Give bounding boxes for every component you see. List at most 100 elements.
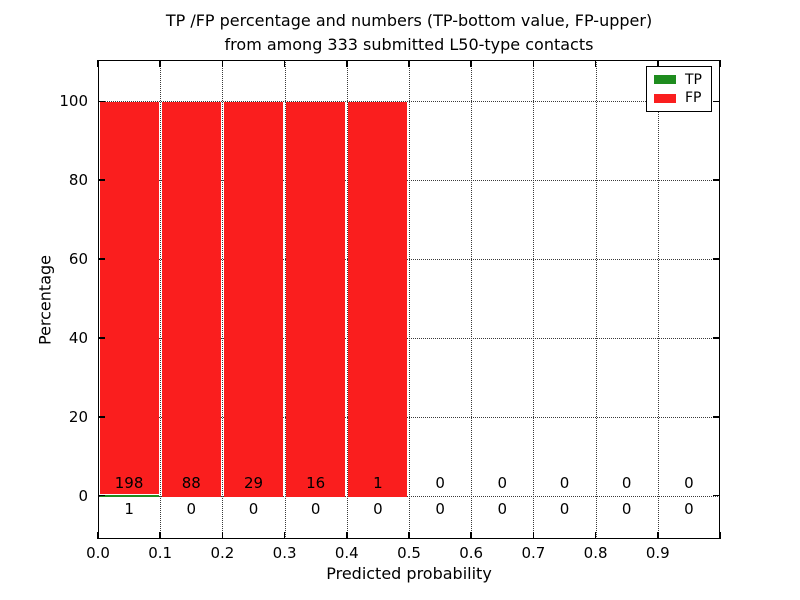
gridline-vertical	[471, 60, 473, 539]
fp-count-label: 198	[114, 474, 144, 492]
tp-swatch-icon	[654, 75, 676, 85]
x-tick-label: 0.5	[397, 544, 421, 562]
gridline-vertical	[284, 60, 286, 539]
y-axis-right-tick	[713, 258, 720, 260]
y-tick-label: 60	[68, 250, 88, 269]
x-tick-label: 0.3	[272, 544, 297, 562]
x-axis-top-tick	[408, 60, 410, 67]
fp-count-label: 29	[243, 474, 264, 492]
gridline-horizontal	[98, 180, 720, 182]
tp-count-label: 0	[497, 500, 508, 518]
x-axis-top-tick	[594, 60, 597, 67]
x-tick-label: 0.2	[210, 544, 235, 562]
fp-count-label: 0	[621, 474, 632, 492]
gridline-vertical	[533, 60, 535, 539]
fp-count-label: 0	[497, 474, 508, 492]
chart-title-line-2: from among 333 submitted L50-type contac…	[224, 35, 594, 54]
x-tick-label: 0.7	[521, 544, 546, 562]
bar-segment-fp	[223, 102, 284, 497]
fp-count-label: 0	[435, 474, 445, 492]
legend-label-fp: FP	[685, 90, 702, 107]
x-axis-top-tick	[719, 60, 721, 67]
gridline-horizontal	[98, 416, 720, 418]
bar-segment-fp	[286, 102, 346, 497]
y-axis-right-tick	[713, 179, 720, 181]
x-axis-top-tick	[159, 60, 161, 67]
y-tick-label: 20	[68, 407, 88, 426]
bar-segment-fp	[348, 102, 408, 497]
x-axis-tick	[532, 532, 535, 539]
plot-area: 198 1 88 0 29 0 16 0 1 0 0 0 0 0 0 0 0 0 0 0 TP FP	[97, 60, 721, 539]
x-axis-tick	[470, 532, 472, 539]
bar-segment-fp	[99, 102, 159, 494]
x-tick-label: 0.0	[86, 544, 110, 562]
bar-segment-tp	[99, 494, 159, 497]
gridline-horizontal	[98, 495, 720, 497]
x-axis-top-tick	[470, 60, 472, 67]
gridline-horizontal	[98, 259, 720, 261]
gridline-vertical	[409, 60, 410, 539]
fp-count-label: 1	[373, 474, 383, 492]
fp-count-label: 88	[181, 474, 201, 492]
x-axis-tick	[221, 532, 224, 539]
x-tick-label: 0.1	[148, 544, 173, 562]
x-axis-top-tick	[97, 60, 99, 67]
legend-label-tp: TP	[685, 71, 702, 88]
x-axis-tick	[346, 532, 348, 539]
x-axis-tick	[97, 532, 99, 539]
legend-item-tp: TP	[654, 72, 704, 88]
x-tick-label: 0.4	[334, 544, 359, 562]
x-axis-tick	[159, 532, 161, 539]
chart-title: TP /FP percentage and numbers (TP-bottom…	[98, 9, 720, 57]
y-axis-right-tick	[713, 416, 720, 418]
y-axis-tick	[98, 337, 105, 339]
y-tick-label: 0	[78, 486, 88, 505]
legend: TP FP	[646, 66, 712, 112]
y-axis-right-tick	[713, 100, 720, 103]
y-tick-label: 40	[68, 328, 88, 347]
tp-count-label: 0	[186, 500, 197, 518]
x-axis-tick	[657, 532, 659, 539]
x-axis-top-tick	[657, 60, 659, 67]
tp-count-label: 0	[621, 500, 632, 518]
x-axis-tick	[283, 532, 286, 539]
x-axis-tick	[719, 532, 721, 539]
y-axis-right-tick	[713, 494, 720, 497]
gridline-vertical	[657, 60, 659, 539]
gridline-horizontal	[98, 101, 720, 103]
fp-count-label: 0	[684, 474, 694, 492]
x-axis-top-tick	[221, 60, 224, 67]
y-axis-tick	[98, 179, 105, 181]
y-axis-tick	[98, 258, 105, 260]
x-tick-label: 0.8	[583, 544, 608, 562]
tp-count-label: 0	[559, 500, 570, 518]
chart-title-line-1: TP /FP percentage and numbers (TP-bottom…	[165, 11, 653, 30]
tp-count-label: 0	[435, 500, 445, 518]
y-tick-label: 100	[59, 92, 88, 111]
tp-count-label: 0	[684, 500, 694, 518]
x-axis-top-tick	[532, 60, 535, 67]
x-axis-top-tick	[346, 60, 348, 67]
tp-count-label: 0	[248, 500, 259, 518]
gridline-horizontal	[98, 337, 720, 339]
gridline-vertical	[346, 60, 348, 539]
y-axis-tick	[98, 100, 105, 103]
gridline-vertical	[595, 60, 597, 539]
gridline-vertical	[222, 60, 224, 539]
x-axis-tick	[594, 532, 597, 539]
tp-count-label: 1	[124, 500, 134, 518]
x-tick-label: 0.6	[459, 544, 484, 562]
x-axis-label: Predicted probability	[326, 564, 492, 583]
y-tick-label: 80	[68, 171, 88, 190]
tp-count-label: 0	[373, 500, 383, 518]
fp-count-label: 16	[306, 474, 326, 492]
tp-count-label: 0	[310, 500, 321, 518]
legend-item-fp: FP	[654, 90, 704, 106]
x-tick-label: 0.9	[645, 544, 670, 562]
y-axis-right-tick	[713, 337, 720, 339]
x-axis-tick	[408, 532, 410, 539]
x-axis-top-tick	[283, 60, 286, 67]
fp-swatch-icon	[654, 93, 676, 103]
bar-segment-fp	[161, 102, 221, 497]
